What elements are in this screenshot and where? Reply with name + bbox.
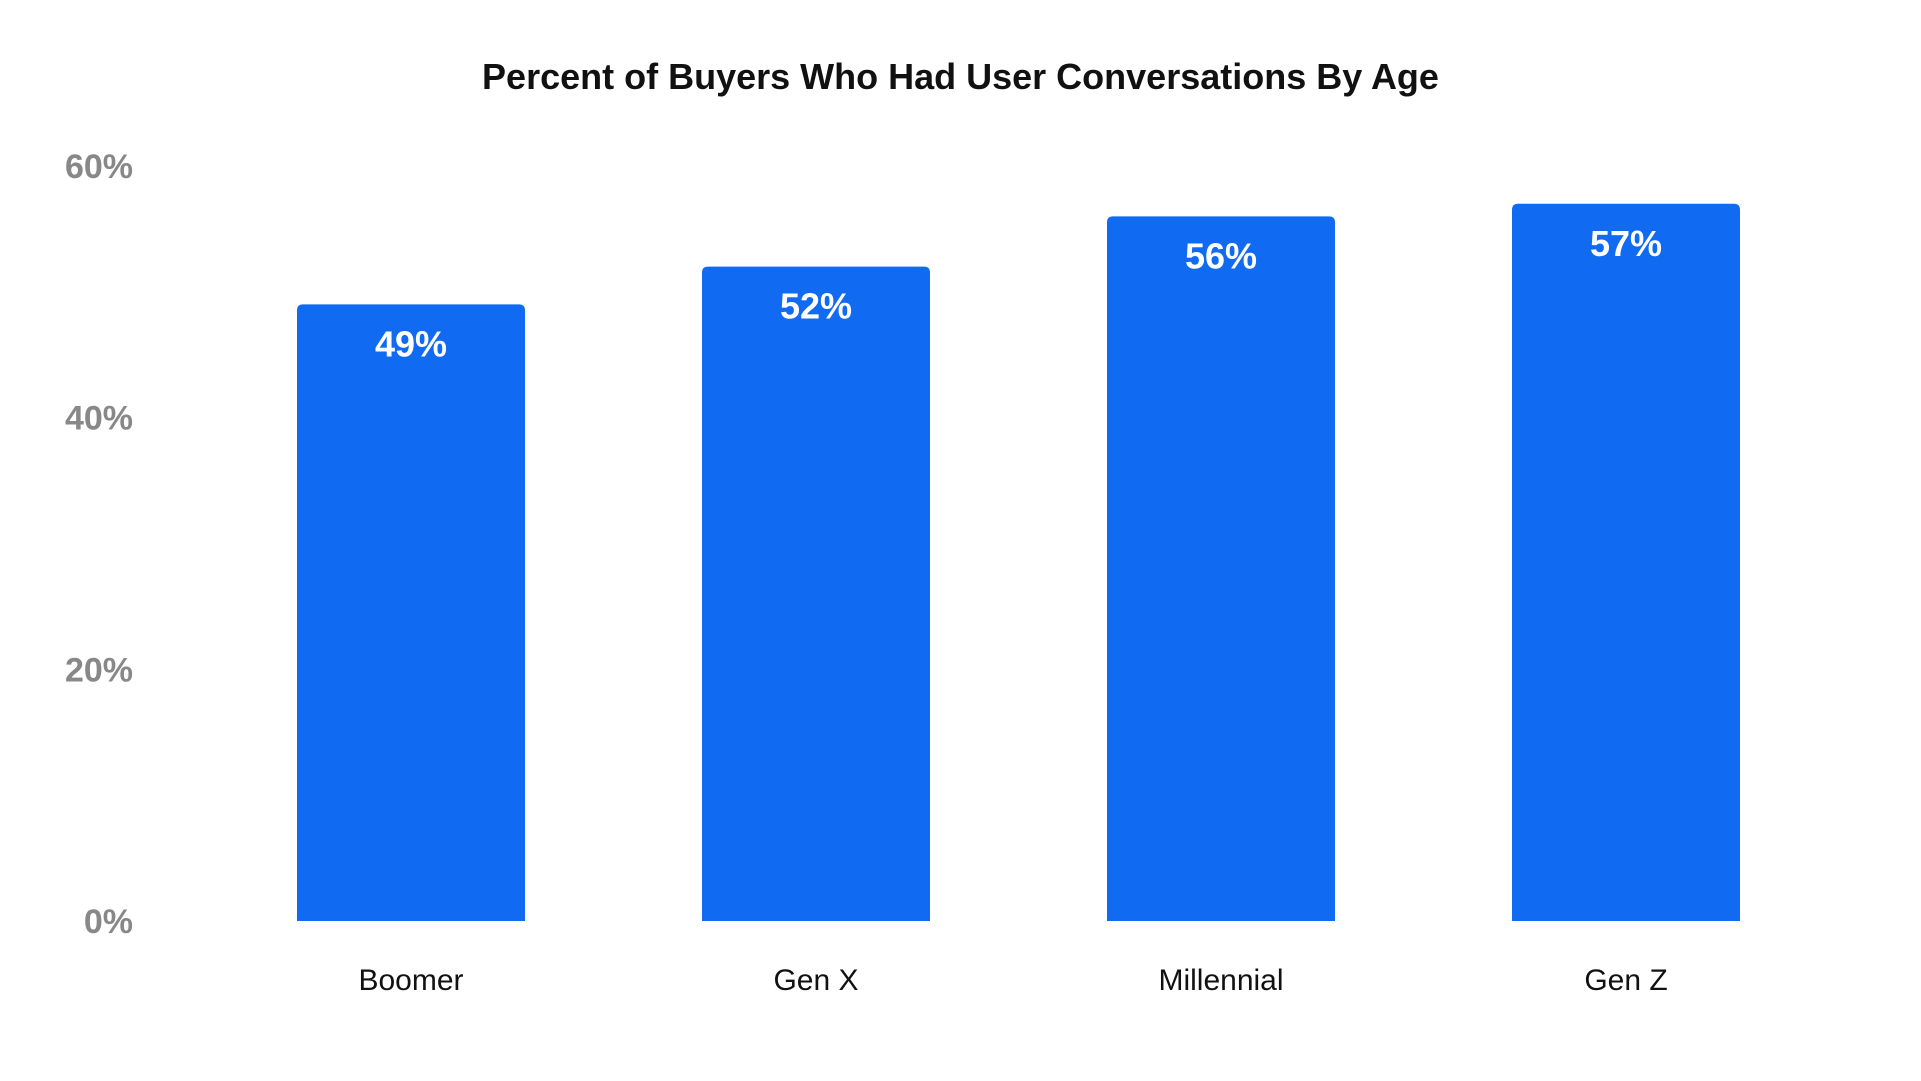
data-label: 52% [780,286,852,327]
data-label: 57% [1590,223,1662,264]
bar [702,266,930,922]
y-tick-label: 0% [84,903,133,941]
y-tick-label: 60% [65,148,133,186]
y-tick-label: 40% [65,400,133,438]
bar [1107,216,1335,922]
y-tick-label: 20% [65,651,133,689]
x-tick-label: Millennial [1158,964,1283,997]
x-tick-label: Boomer [358,964,463,997]
x-tick-label: Gen Z [1584,964,1667,997]
x-tick-label: Gen X [773,964,858,997]
bar [297,304,525,922]
chart-title: Percent of Buyers Who Had User Conversat… [482,56,1439,97]
data-label: 49% [375,323,447,364]
data-label: 56% [1185,235,1257,276]
bar [1512,203,1740,921]
